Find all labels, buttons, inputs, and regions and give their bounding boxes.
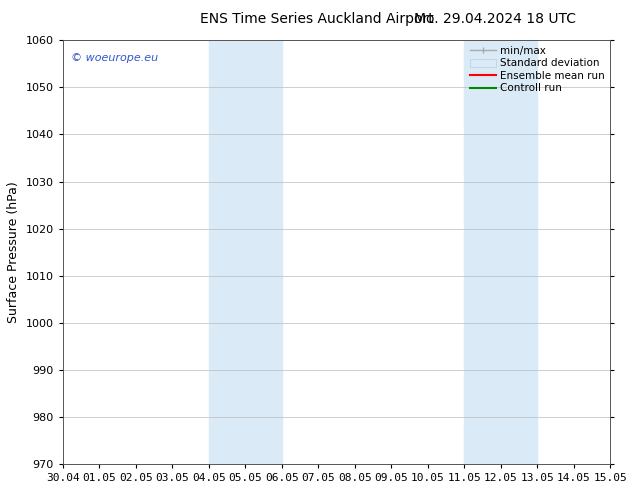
Text: © woeurope.eu: © woeurope.eu [71, 53, 158, 63]
Y-axis label: Surface Pressure (hPa): Surface Pressure (hPa) [7, 181, 20, 323]
Legend: min/max, Standard deviation, Ensemble mean run, Controll run: min/max, Standard deviation, Ensemble me… [468, 44, 607, 96]
Bar [209, 40, 281, 464]
Bar [464, 40, 537, 464]
Text: Mo. 29.04.2024 18 UTC: Mo. 29.04.2024 18 UTC [413, 12, 576, 26]
Text: ENS Time Series Auckland Airport: ENS Time Series Auckland Airport [200, 12, 434, 26]
